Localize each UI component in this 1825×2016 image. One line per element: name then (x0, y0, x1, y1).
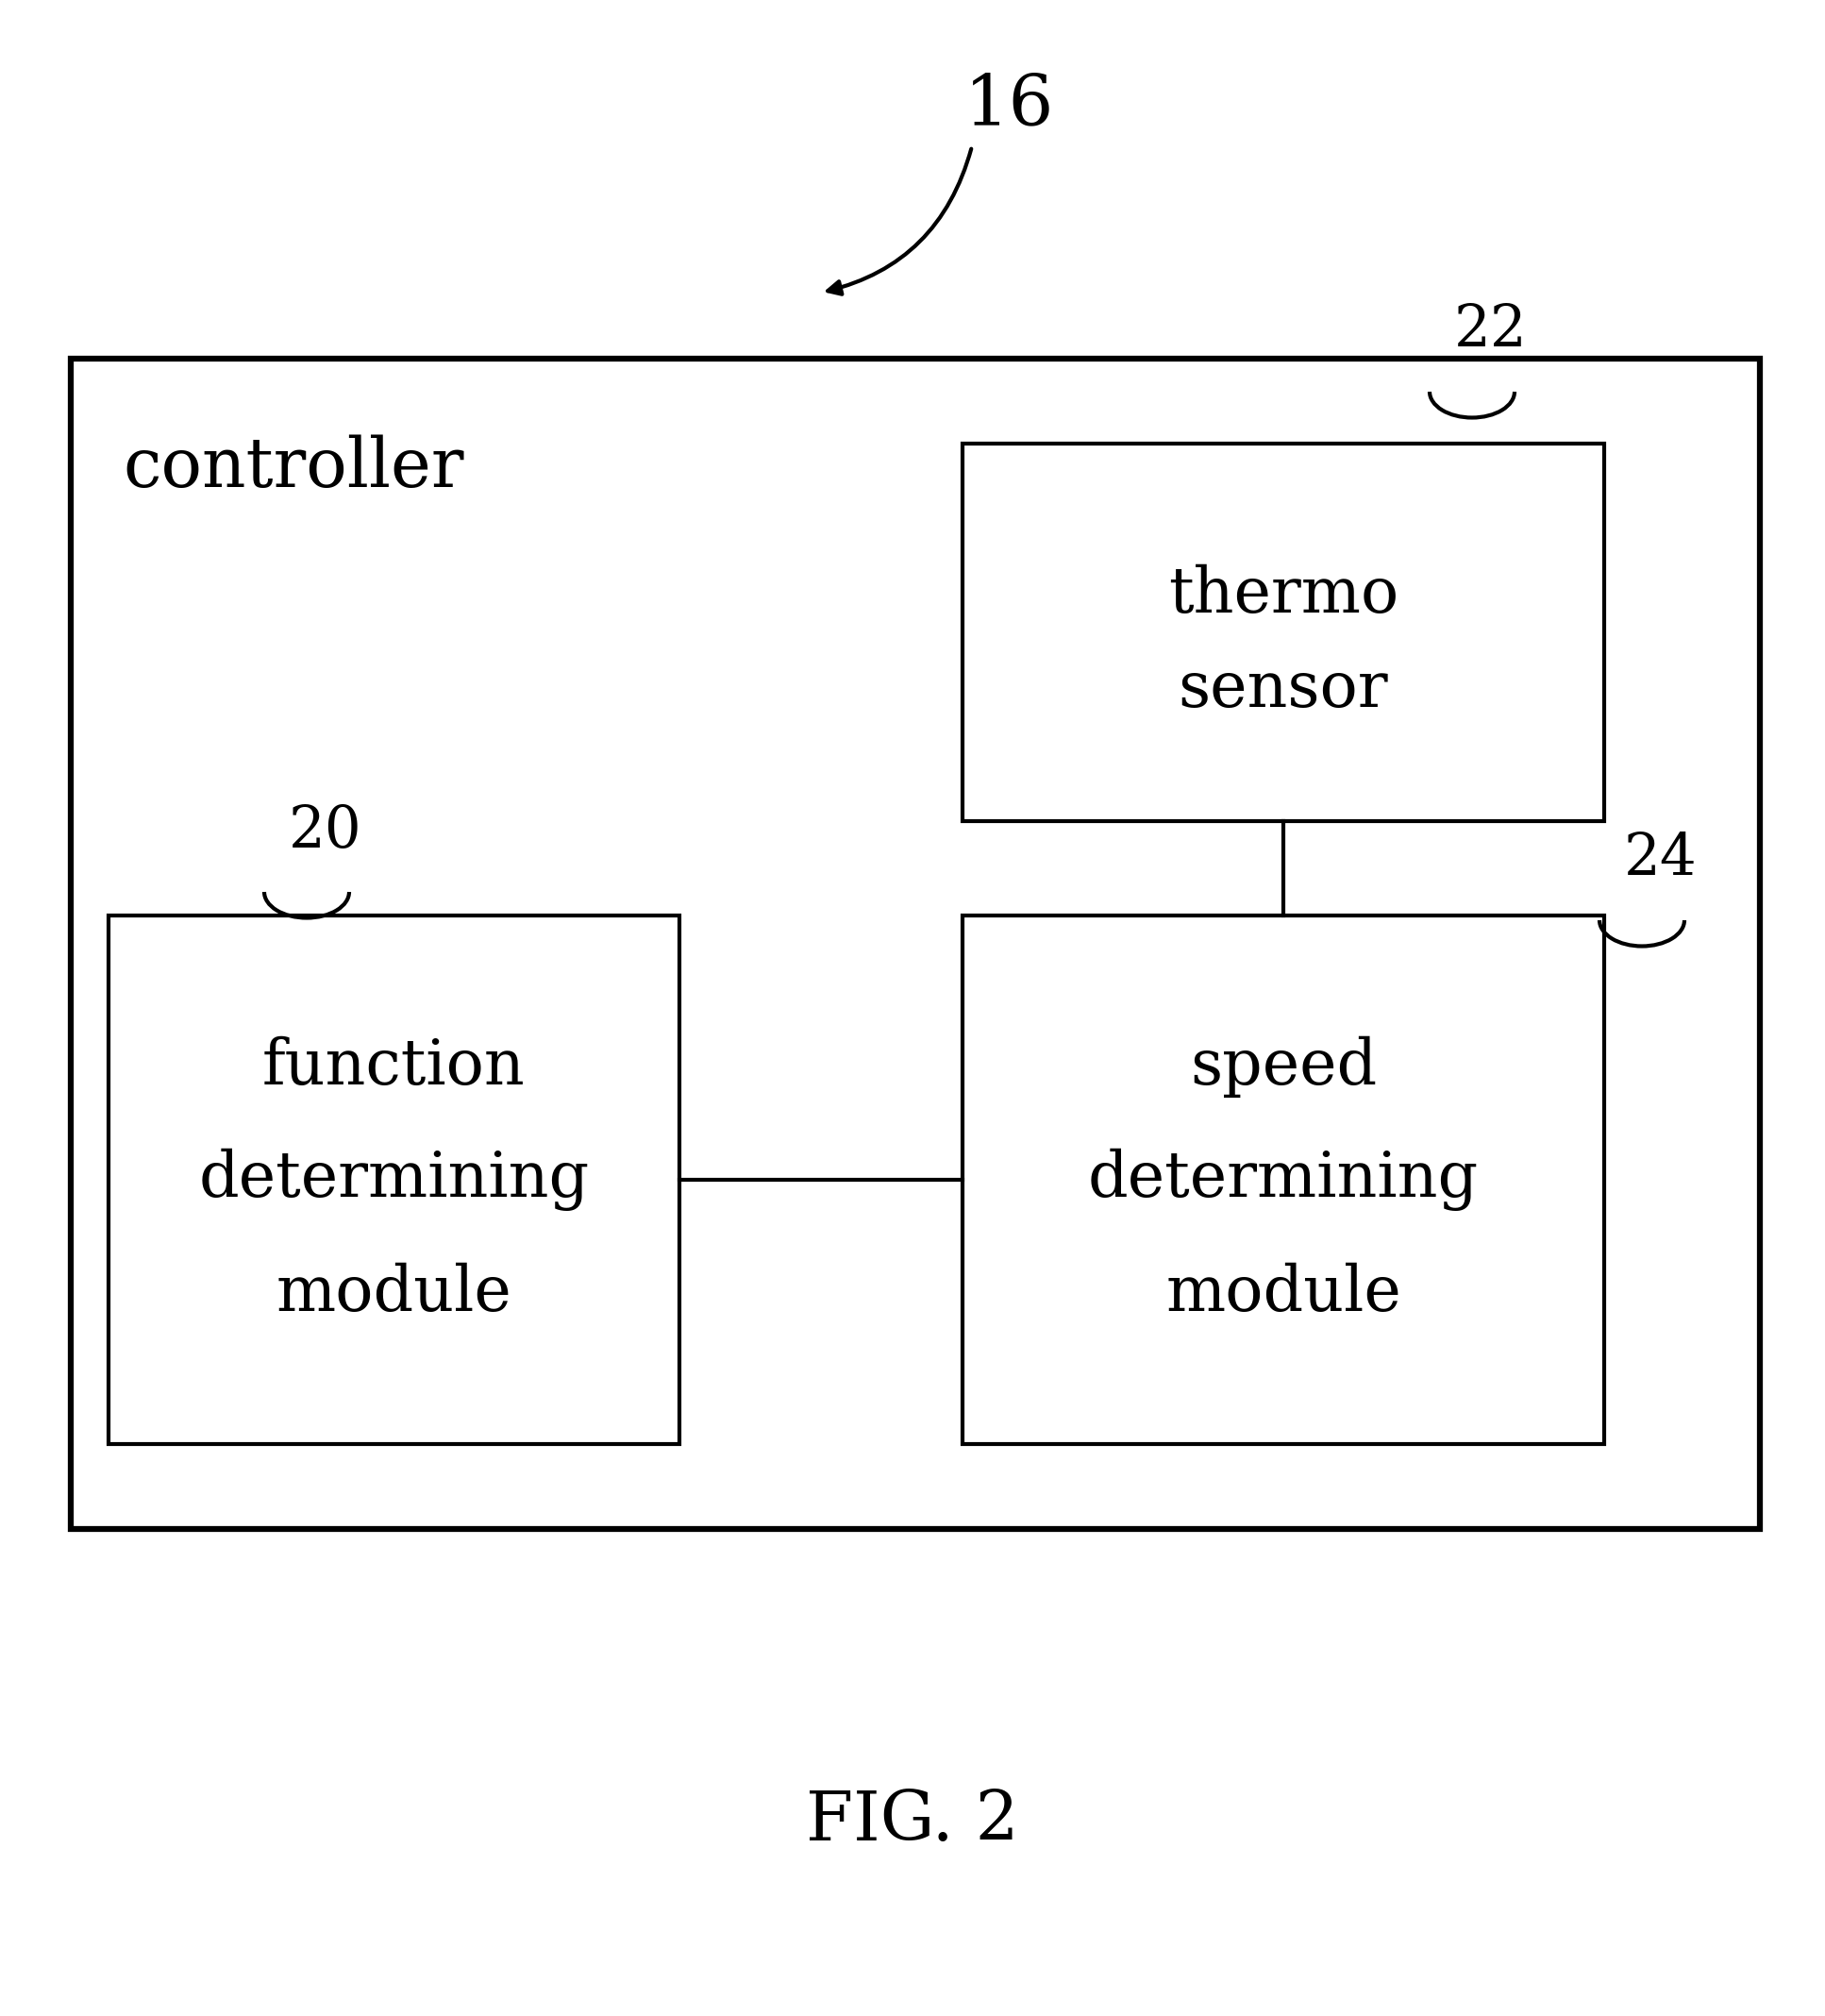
Text: 16: 16 (965, 71, 1055, 139)
Text: speed: speed (1190, 1036, 1376, 1097)
Text: controller: controller (122, 433, 464, 500)
Text: thermo: thermo (1168, 564, 1398, 625)
Text: function: function (263, 1036, 526, 1097)
Text: determining: determining (1088, 1149, 1478, 1212)
Bar (962, 444, 1604, 821)
Bar (71, 359, 1759, 1528)
Text: 20: 20 (288, 802, 361, 859)
Text: module: module (1166, 1262, 1402, 1325)
Text: module: module (276, 1262, 511, 1325)
Text: 24: 24 (1624, 831, 1697, 887)
Bar (108, 915, 679, 1443)
Text: 22: 22 (1455, 302, 1528, 359)
Text: sensor: sensor (1179, 657, 1389, 720)
Bar (962, 915, 1604, 1443)
Text: FIG. 2: FIG. 2 (807, 1788, 1018, 1855)
Text: determining: determining (199, 1149, 589, 1212)
